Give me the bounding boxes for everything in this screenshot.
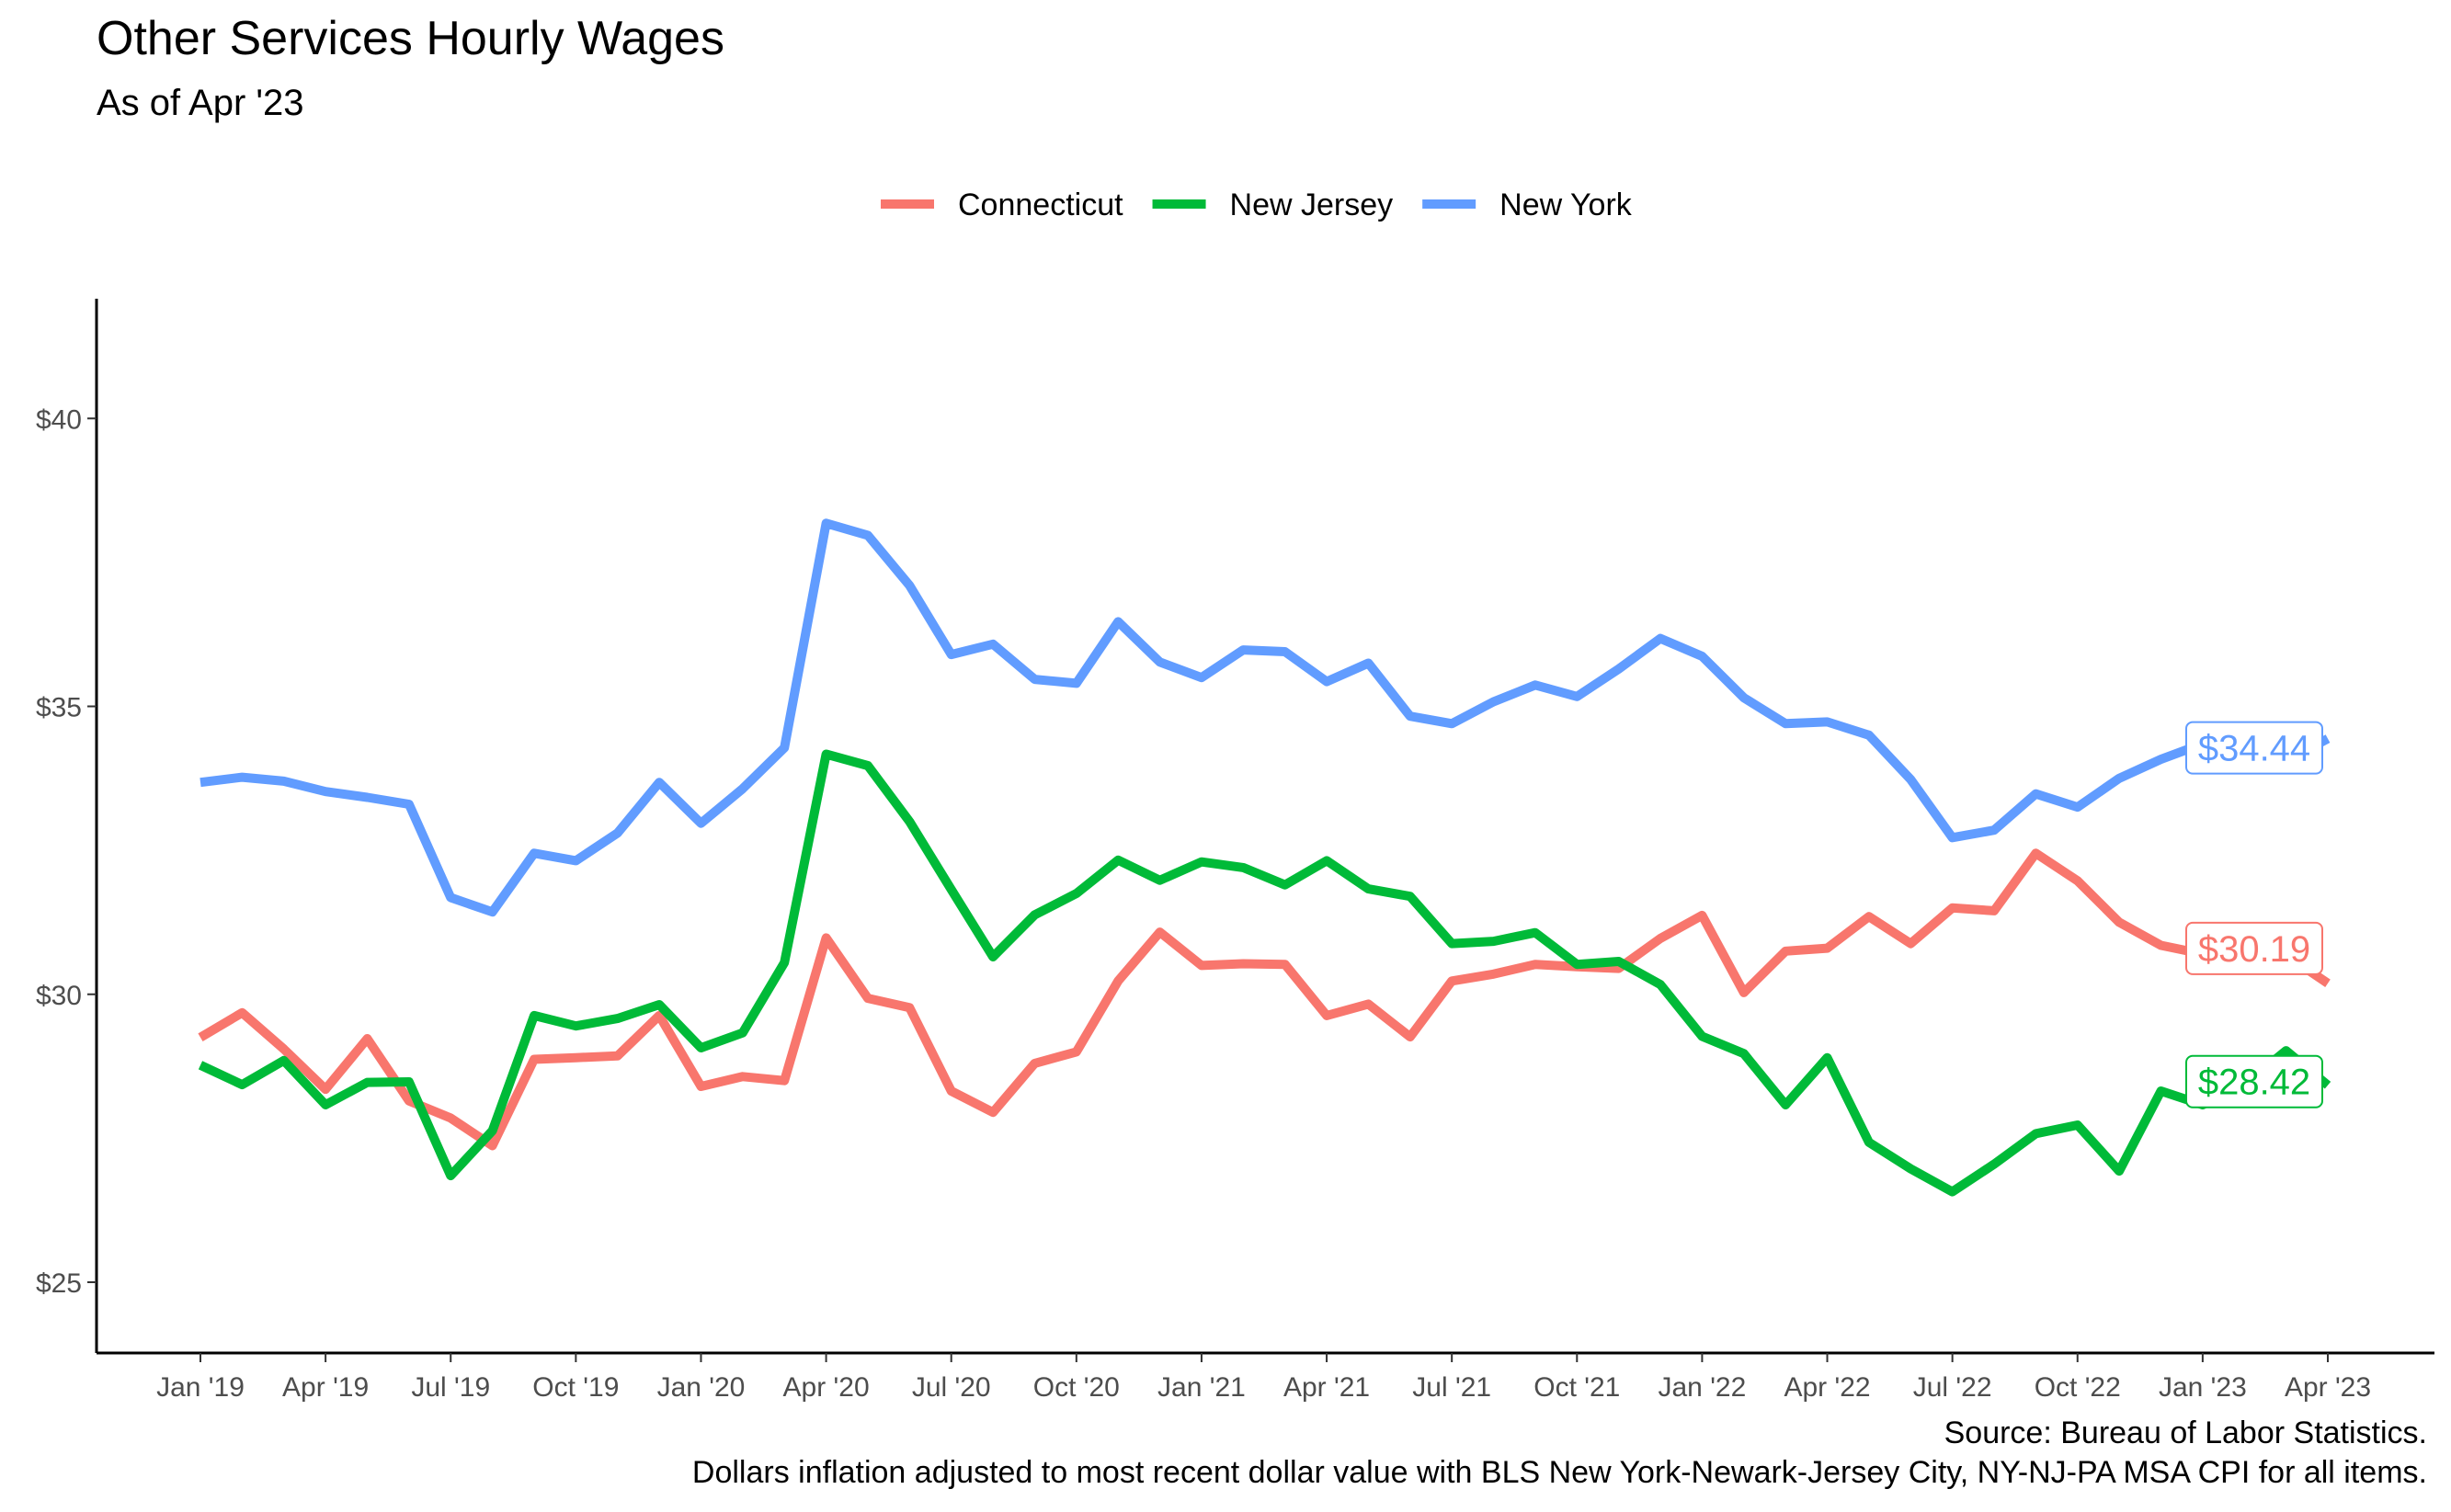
x-tick-label: Apr '21 — [1283, 1372, 1370, 1403]
end-labels: $30.19 $28.42 $34.44 — [2185, 721, 2323, 1108]
x-tick-label: Apr '22 — [1784, 1372, 1870, 1403]
x-axis: Jan '19 Apr '19 Jul '19 Oct '19 Jan '20 Apr '… — [97, 1351, 2434, 1403]
legend-item-new-jersey: New Jersey — [1152, 188, 1394, 222]
y-tick-label: $40 — [36, 404, 82, 435]
series-line-new-jersey — [198, 749, 2331, 1197]
x-tick-label: Jul '20 — [912, 1372, 991, 1403]
legend-item-connecticut: Connecticut — [881, 188, 1123, 222]
x-tick-label: Apr '23 — [2285, 1372, 2371, 1403]
x-tick-label: Jan '22 — [1659, 1372, 1747, 1403]
x-tick-label: Jul '21 — [1412, 1372, 1491, 1403]
x-tick-label: Oct '19 — [532, 1372, 619, 1403]
series-line-connecticut — [198, 848, 2331, 1151]
legend-label: New Jersey — [1230, 188, 1394, 222]
series-line-new-york — [200, 518, 2331, 917]
x-tick-label: Jan '20 — [657, 1372, 746, 1403]
legend-label: New York — [1499, 188, 1633, 222]
legend-label: Connecticut — [958, 188, 1123, 222]
x-tick-label: Apr '19 — [282, 1372, 369, 1403]
chart-title: Other Services Hourly Wages — [97, 12, 724, 65]
x-tick-label: Jan '19 — [156, 1372, 245, 1403]
x-tick-label: Oct '20 — [1033, 1372, 1120, 1403]
end-label-text: $30.19 — [2198, 929, 2310, 970]
x-tick-label: Jul '22 — [1913, 1372, 1992, 1403]
source-caption: Source: Bureau of Labor Statistics. — [1944, 1415, 2427, 1450]
y-tick-label: $25 — [36, 1268, 82, 1299]
x-tick-label: Oct '21 — [1533, 1372, 1620, 1403]
inflation-note: Dollars inflation adjusted to most recen… — [691, 1455, 2427, 1490]
end-label-connecticut: $30.19 — [2185, 921, 2323, 975]
end-label-new-jersey: $28.42 — [2185, 1054, 2323, 1108]
x-tick-label: Oct '22 — [2035, 1372, 2121, 1403]
end-label-text: $28.42 — [2198, 1063, 2310, 1103]
end-label-new-york: $34.44 — [2185, 721, 2323, 775]
chart-subtitle: As of Apr '23 — [97, 83, 304, 123]
x-tick-label: Apr '20 — [783, 1372, 870, 1403]
x-tick-label: Jan '21 — [1157, 1372, 1246, 1403]
legend-item-new-york: New York — [1422, 188, 1633, 222]
series-lines — [198, 518, 2331, 1197]
x-tick-label: Jan '23 — [2159, 1372, 2247, 1403]
end-label-text: $34.44 — [2198, 729, 2310, 769]
y-axis: $25 $30 $35 $40 — [36, 299, 98, 1353]
y-tick-label: $35 — [36, 693, 82, 723]
x-tick-label: Jul '19 — [411, 1372, 490, 1403]
y-tick-label: $30 — [36, 981, 82, 1011]
legend: Connecticut New Jersey New York — [881, 188, 1633, 222]
